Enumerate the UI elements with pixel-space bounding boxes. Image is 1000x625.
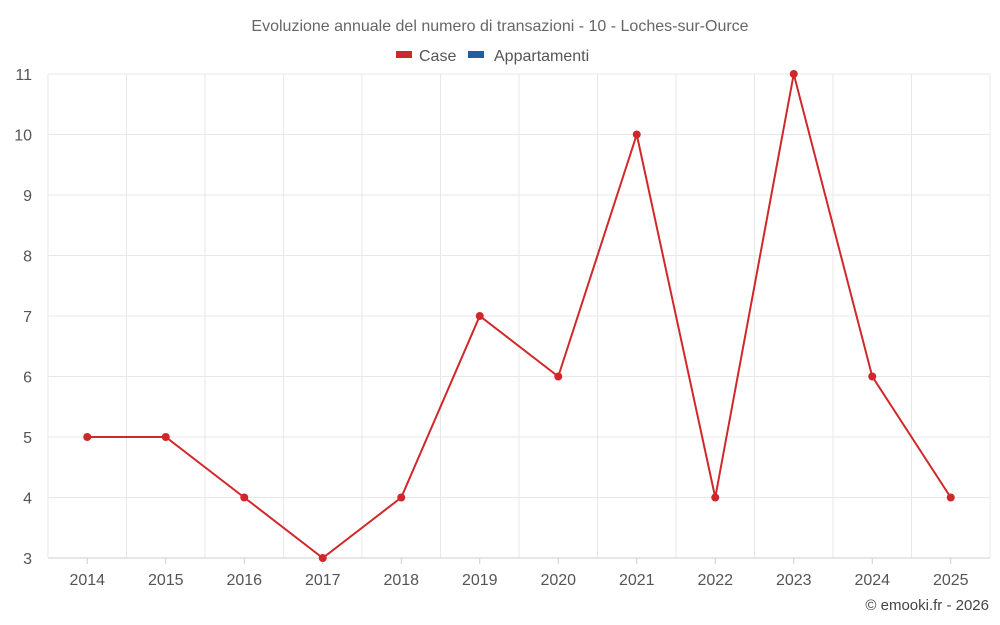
- y-tick-label: 4: [23, 491, 32, 508]
- y-tick-label: 5: [23, 430, 32, 447]
- data-point[interactable]: [397, 493, 406, 502]
- y-tick-label: 8: [23, 249, 32, 266]
- legend-item-appartamenti[interactable]: Appartamenti: [468, 48, 589, 65]
- data-point[interactable]: [161, 433, 170, 441]
- series-line-case: [87, 73, 952, 560]
- y-tick-label: 7: [23, 309, 32, 326]
- x-tick-label: 2019: [462, 572, 498, 589]
- y-tick-label: 11: [15, 67, 32, 84]
- x-tick-label: 2018: [383, 572, 419, 589]
- series-case: [83, 70, 955, 562]
- x-tick-label: 2021: [619, 572, 655, 589]
- axes: 3 4 5 6 7 8 9 10 11 2014 2015 2016 2017 2018 2019 2020 2…: [14, 67, 990, 589]
- x-tick-label: 2014: [69, 572, 105, 589]
- data-point[interactable]: [240, 493, 249, 502]
- data-point[interactable]: [554, 372, 563, 381]
- legend: Case Appartamenti: [396, 48, 589, 65]
- y-tick-label: 3: [23, 551, 32, 568]
- x-tick-label: 2022: [697, 572, 733, 589]
- x-tick-label: 2017: [305, 572, 341, 589]
- x-tick-label: 2024: [854, 572, 890, 589]
- x-tick-label: 2023: [776, 572, 812, 589]
- x-tick-label: 2015: [148, 572, 184, 589]
- data-point[interactable]: [83, 433, 92, 441]
- y-tick-label: 10: [14, 128, 32, 145]
- y-tick-label: 9: [23, 188, 32, 205]
- data-point[interactable]: [475, 312, 484, 320]
- data-point[interactable]: [789, 70, 798, 78]
- data-point[interactable]: [868, 372, 877, 381]
- chart-title: Evoluzione annuale del numero di transaz…: [251, 18, 748, 35]
- legend-label-case: Case: [419, 48, 456, 65]
- data-point[interactable]: [632, 130, 641, 139]
- legend-swatch-appartamenti: [468, 51, 484, 58]
- legend-label-appartamenti: Appartamenti: [494, 48, 589, 65]
- y-tick-label: 6: [23, 370, 32, 387]
- legend-item-case[interactable]: Case: [396, 48, 456, 65]
- x-tick-label: 2016: [226, 572, 262, 589]
- x-tick-label: 2020: [540, 572, 576, 589]
- credit: © emooki.fr - 2026: [865, 597, 989, 614]
- data-point[interactable]: [946, 493, 955, 502]
- grid: [47, 73, 991, 559]
- x-tick-label: 2025: [933, 572, 969, 589]
- data-point[interactable]: [318, 554, 327, 562]
- legend-swatch-case: [396, 51, 412, 58]
- data-point[interactable]: [711, 493, 720, 502]
